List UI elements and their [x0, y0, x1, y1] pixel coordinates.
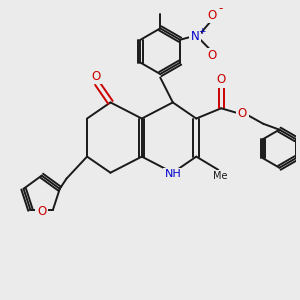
Text: O: O [238, 107, 247, 120]
Text: NH: NH [164, 169, 181, 179]
Text: +: + [198, 27, 206, 36]
Text: O: O [91, 70, 101, 83]
Text: O: O [207, 50, 217, 62]
Text: O: O [217, 74, 226, 86]
Text: -: - [218, 2, 223, 15]
Text: O: O [207, 9, 217, 22]
Text: Me: Me [213, 171, 228, 181]
Text: N: N [191, 30, 200, 43]
Text: O: O [37, 205, 46, 218]
